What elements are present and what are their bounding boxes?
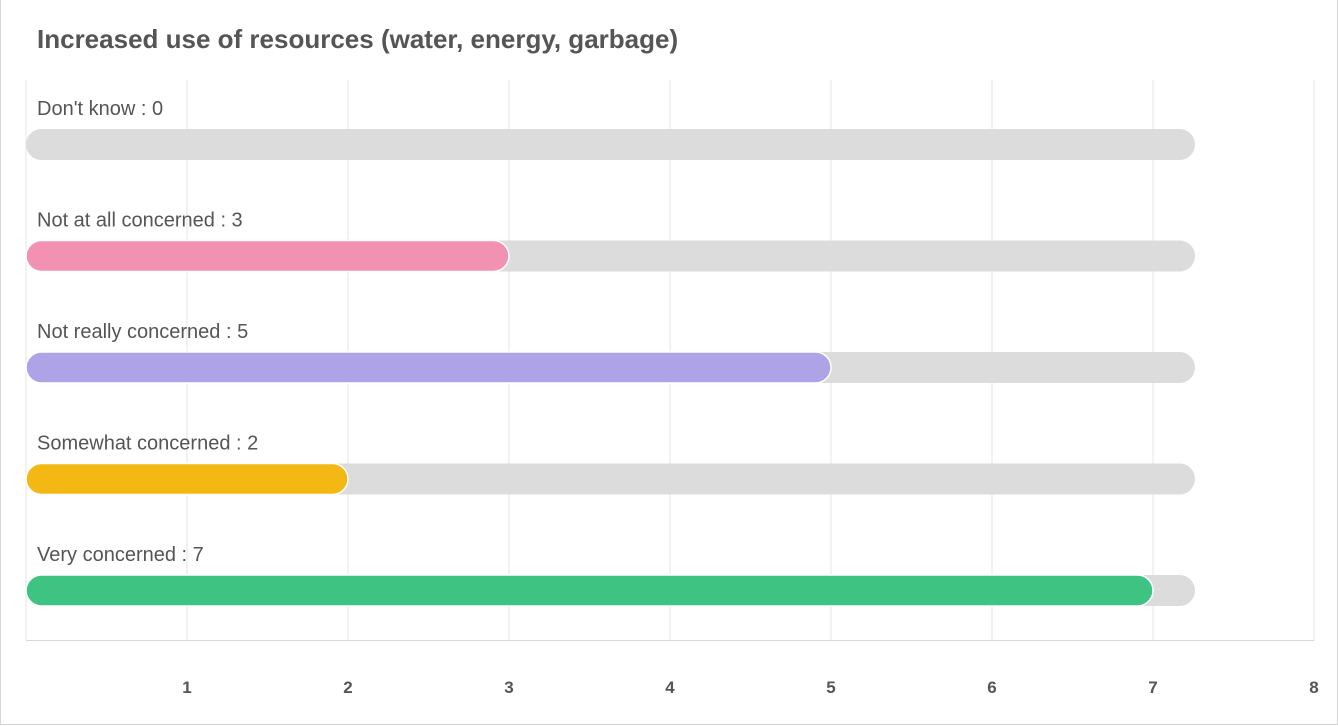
bar-very-concerned	[25, 574, 1154, 607]
x-tick-label-7: 7	[1148, 678, 1157, 697]
bar-label-don-t-know: Don't know : 0	[37, 98, 163, 120]
x-tick-label-8: 8	[1309, 678, 1318, 697]
bar-somewhat-concerned	[25, 462, 349, 496]
bar-label-not-at-all-concerned: Not at all concerned : 3	[37, 210, 243, 232]
bar-label-not-really-concerned: Not really concerned : 5	[37, 321, 248, 343]
bar-label-very-concerned: Very concerned : 7	[37, 544, 204, 566]
x-tick-label-2: 2	[343, 678, 352, 697]
bar-not-at-all-concerned	[25, 239, 510, 273]
x-tick-label-1: 1	[182, 678, 191, 697]
bar-label-somewhat-concerned: Somewhat concerned : 2	[37, 433, 258, 455]
bar-not-really-concerned	[25, 351, 832, 384]
x-tick-label-4: 4	[665, 678, 675, 697]
x-tick-label-3: 3	[504, 678, 513, 697]
x-tick-label-6: 6	[987, 678, 996, 697]
bar-track-don-t-know	[26, 129, 1195, 160]
chart-title: Increased use of resources (water, energ…	[37, 24, 679, 54]
x-tick-label-5: 5	[826, 678, 835, 697]
